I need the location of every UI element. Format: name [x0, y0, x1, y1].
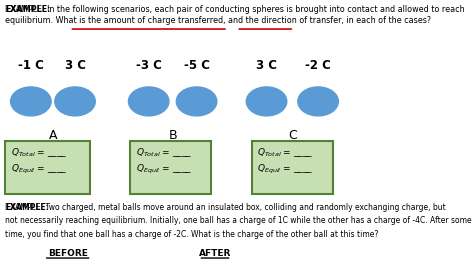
Text: C: C — [288, 129, 297, 142]
Circle shape — [298, 87, 338, 116]
Text: B: B — [168, 129, 177, 142]
Text: -1 C: -1 C — [18, 60, 44, 72]
Circle shape — [55, 87, 95, 116]
Text: BEFORE: BEFORE — [48, 249, 88, 258]
Text: -2 C: -2 C — [305, 60, 331, 72]
Text: $Q_{Total}$ = ____: $Q_{Total}$ = ____ — [257, 146, 314, 159]
Text: $Q_{Equil}$ = ____: $Q_{Equil}$ = ____ — [10, 163, 67, 176]
Text: time, you find that one ball has a charge of -2C. What is the charge of the othe: time, you find that one ball has a charg… — [5, 230, 378, 239]
Circle shape — [128, 87, 169, 116]
Text: EXAMPLE: In the following scenarios, each pair of conducting spheres is brought : EXAMPLE: In the following scenarios, eac… — [5, 5, 465, 14]
Text: $Q_{Total}$ = ____: $Q_{Total}$ = ____ — [136, 146, 192, 159]
Text: not necessarily reaching equilibrium. Initially, one ball has a charge of 1C whi: not necessarily reaching equilibrium. In… — [5, 217, 472, 226]
Text: -3 C: -3 C — [136, 60, 162, 72]
Text: EXAMPLE:: EXAMPLE: — [5, 5, 50, 14]
Text: AFTER: AFTER — [199, 249, 231, 258]
Circle shape — [10, 87, 51, 116]
FancyBboxPatch shape — [5, 141, 90, 194]
Text: 3 C: 3 C — [256, 60, 277, 72]
Circle shape — [176, 87, 217, 116]
Text: -5 C: -5 C — [183, 60, 210, 72]
Text: $Q_{Equil}$ = ____: $Q_{Equil}$ = ____ — [136, 163, 192, 176]
Text: $Q_{Total}$ = ____: $Q_{Total}$ = ____ — [10, 146, 67, 159]
Text: $Q_{Equil}$ = ____: $Q_{Equil}$ = ____ — [257, 163, 313, 176]
Text: 3 C: 3 C — [64, 60, 85, 72]
Circle shape — [246, 87, 287, 116]
FancyBboxPatch shape — [130, 141, 211, 194]
FancyBboxPatch shape — [252, 141, 333, 194]
Text: EXAMPLE:: EXAMPLE: — [5, 203, 49, 212]
Text: A: A — [49, 129, 57, 142]
Text: EXAMPLE: Two charged, metal balls move around an insulated box, colliding and ra: EXAMPLE: Two charged, metal balls move a… — [5, 203, 446, 212]
Text: equilibrium. What is the amount of charge transferred, and the direction of tran: equilibrium. What is the amount of charg… — [5, 16, 431, 25]
